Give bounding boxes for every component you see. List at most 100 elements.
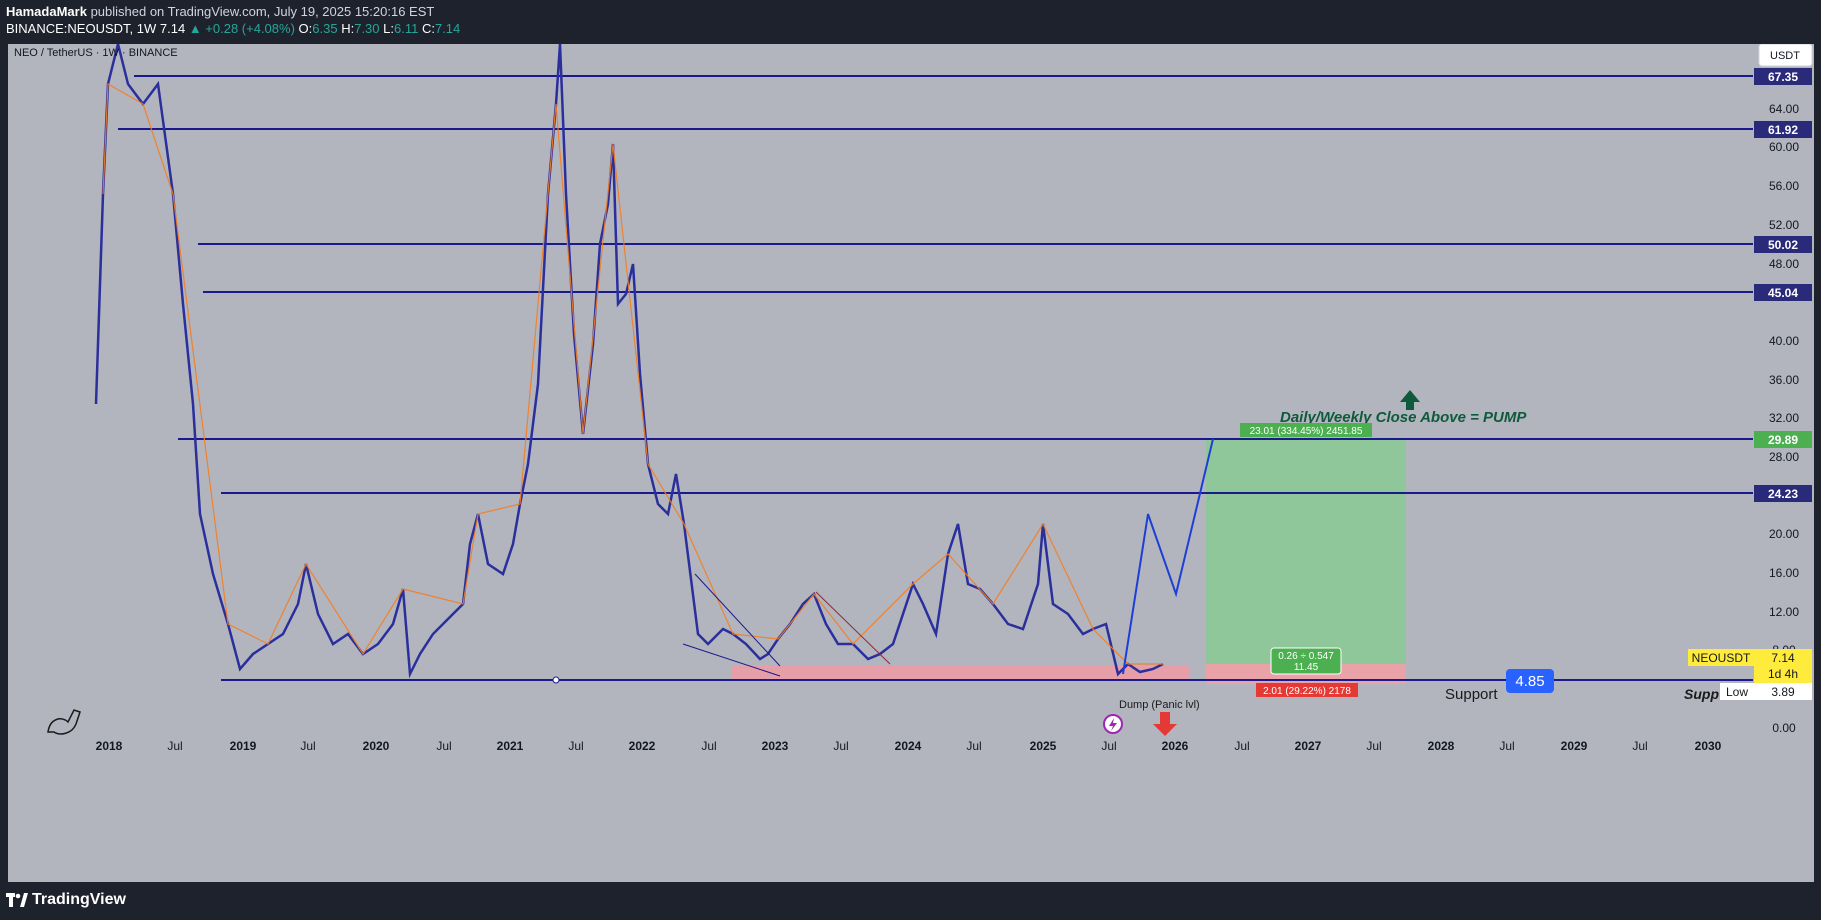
- support-value: 4.85: [1515, 673, 1544, 690]
- symbol-tag[interactable]: [1688, 649, 1754, 666]
- support-zone[interactable]: [731, 666, 1189, 680]
- author-name[interactable]: HamadaMark: [6, 4, 87, 19]
- publication-line: HamadaMark published on TradingView.com,…: [6, 4, 434, 19]
- wedge-upper-line[interactable]: [694, 573, 781, 667]
- time-tick: 2024: [895, 739, 922, 753]
- time-tick: 2026: [1162, 739, 1189, 753]
- support-text: Support: [1445, 686, 1498, 703]
- level-tag-45-04[interactable]: [1754, 284, 1812, 301]
- time-tick: 2025: [1030, 739, 1057, 753]
- axis-tick-64: 64.00: [1769, 102, 1799, 116]
- support-value-tag[interactable]: [1506, 669, 1554, 693]
- pump-text: Daily/Weekly Close Above = PUMP: [1280, 409, 1527, 426]
- axis-tick-52: 52.00: [1769, 218, 1799, 232]
- price-tag-timer: 1d 4h: [1768, 667, 1798, 681]
- price-change: ▲ +0.28 (+4.08%): [188, 21, 295, 36]
- level-tag-45-04-text: 45.04: [1768, 286, 1798, 300]
- axis-tick-16: 16.00: [1769, 566, 1799, 580]
- level-tag-67-35[interactable]: [1754, 68, 1812, 85]
- stop-label: 2.01 (29.22%) 2178: [1263, 686, 1351, 697]
- chart-title: NEO / TetherUS · 1W · BINANCE: [14, 47, 178, 59]
- dump-label: Dump (Panic lvl): [1119, 699, 1200, 711]
- axis-tick-12: 12.00: [1769, 605, 1799, 619]
- low-value: 3.89: [1771, 685, 1795, 699]
- target-label-box: [1240, 423, 1372, 437]
- close-label: C:: [421, 21, 435, 36]
- chart-background: [8, 44, 1814, 882]
- low-value: 6.11: [394, 21, 419, 36]
- chart-svg[interactable]: Daily/Weekly Close Above = PUMP 23.01 (3…: [8, 43, 1814, 882]
- low-label-box: [1720, 683, 1754, 700]
- axis-tick-40: 40.00: [1769, 334, 1799, 348]
- time-tick: Jul: [568, 739, 583, 753]
- level-tag-24-23[interactable]: [1754, 485, 1812, 502]
- time-tick: 2028: [1428, 739, 1455, 753]
- time-tick: 2022: [629, 739, 656, 753]
- time-axis[interactable]: 2018 Jul 2019 Jul 2020 Jul 2021 Jul 2022…: [96, 739, 1722, 753]
- axis-tick-60: 60.00: [1769, 140, 1799, 154]
- time-tick: Jul: [1632, 739, 1647, 753]
- entry-label-box: [1270, 647, 1342, 675]
- time-tick: Jul: [1101, 739, 1116, 753]
- low-label: Low: [1726, 685, 1748, 699]
- price-tag[interactable]: [1754, 649, 1812, 683]
- symbol-line: BINANCE:NEOUSDT, 1W 7.14 ▲ +0.28 (+4.08%…: [6, 21, 460, 36]
- level-tag-24-23-text: 24.23: [1768, 487, 1798, 501]
- low-value-box[interactable]: [1754, 683, 1812, 700]
- last-price: 7.14: [159, 21, 186, 36]
- axis-tick-32: 32.00: [1769, 411, 1799, 425]
- currency-button[interactable]: [1758, 43, 1813, 67]
- axis-tick-28: 28.00: [1769, 450, 1799, 464]
- dino-icon[interactable]: [47, 709, 81, 735]
- price-axis[interactable]: [1753, 44, 1814, 882]
- support-text-clipped: Supp: [1684, 686, 1719, 702]
- level-tag-61-92[interactable]: [1754, 121, 1812, 138]
- support-anchor[interactable]: [552, 676, 560, 684]
- time-tick: Jul: [167, 739, 182, 753]
- publication-header: HamadaMark published on TradingView.com,…: [0, 0, 1821, 44]
- time-tick: 2018: [96, 739, 123, 753]
- level-tag-50-02[interactable]: [1754, 236, 1812, 253]
- symbol-tag-text: NEOUSDT: [1692, 651, 1751, 665]
- time-tick: Jul: [300, 739, 315, 753]
- time-tick: Jul: [1234, 739, 1249, 753]
- up-arrow-icon: [1400, 390, 1420, 410]
- downtrend-line[interactable]: [815, 591, 891, 665]
- level-tag-67-35-text: 67.35: [1768, 70, 1798, 84]
- price-tag-value: 7.14: [1771, 651, 1795, 665]
- projection-path[interactable]: [1122, 438, 1214, 675]
- axis-tick-0: 0.00: [1772, 721, 1796, 735]
- axis-tick-48: 48.00: [1769, 257, 1799, 271]
- time-tick: 2020: [363, 739, 390, 753]
- time-tick: 2027: [1295, 739, 1322, 753]
- wedge-lower-line[interactable]: [682, 643, 781, 677]
- close-value: 7.14: [434, 21, 461, 36]
- time-tick: 2023: [762, 739, 789, 753]
- high-label: H:: [341, 21, 355, 36]
- chart-area[interactable]: Daily/Weekly Close Above = PUMP 23.01 (3…: [8, 43, 1814, 882]
- price-series-up: [102, 82, 1163, 665]
- tradingview-logo[interactable]: TradingView: [6, 891, 126, 909]
- time-tick: Jul: [1366, 739, 1381, 753]
- time-tick: Jul: [833, 739, 848, 753]
- footer: TradingView: [0, 882, 1821, 920]
- target-zone[interactable]: [1206, 439, 1406, 664]
- time-tick: 2021: [497, 739, 524, 753]
- axis-tick-36: 36.00: [1769, 373, 1799, 387]
- brand-name: TradingView: [32, 891, 126, 908]
- time-tick: Jul: [701, 739, 716, 753]
- axis-tick-56: 56.00: [1769, 179, 1799, 193]
- publication-info: published on TradingView.com, July 19, 2…: [90, 4, 435, 19]
- low-label: L:: [383, 21, 394, 36]
- level-tag-61-92-text: 61.92: [1768, 123, 1798, 137]
- level-tag-29-89[interactable]: [1754, 431, 1812, 448]
- time-tick: Jul: [966, 739, 981, 753]
- level-tag-29-89-text: 29.89: [1768, 433, 1798, 447]
- tradingview-icon: [6, 893, 28, 907]
- open-value: 6.35: [312, 21, 338, 36]
- target-label: 23.01 (334.45%) 2451.85: [1250, 426, 1363, 437]
- open-label: O:: [298, 21, 313, 36]
- down-arrow-icon: [1153, 712, 1177, 736]
- time-tick: Jul: [436, 739, 451, 753]
- currency-label: USDT: [1770, 50, 1800, 62]
